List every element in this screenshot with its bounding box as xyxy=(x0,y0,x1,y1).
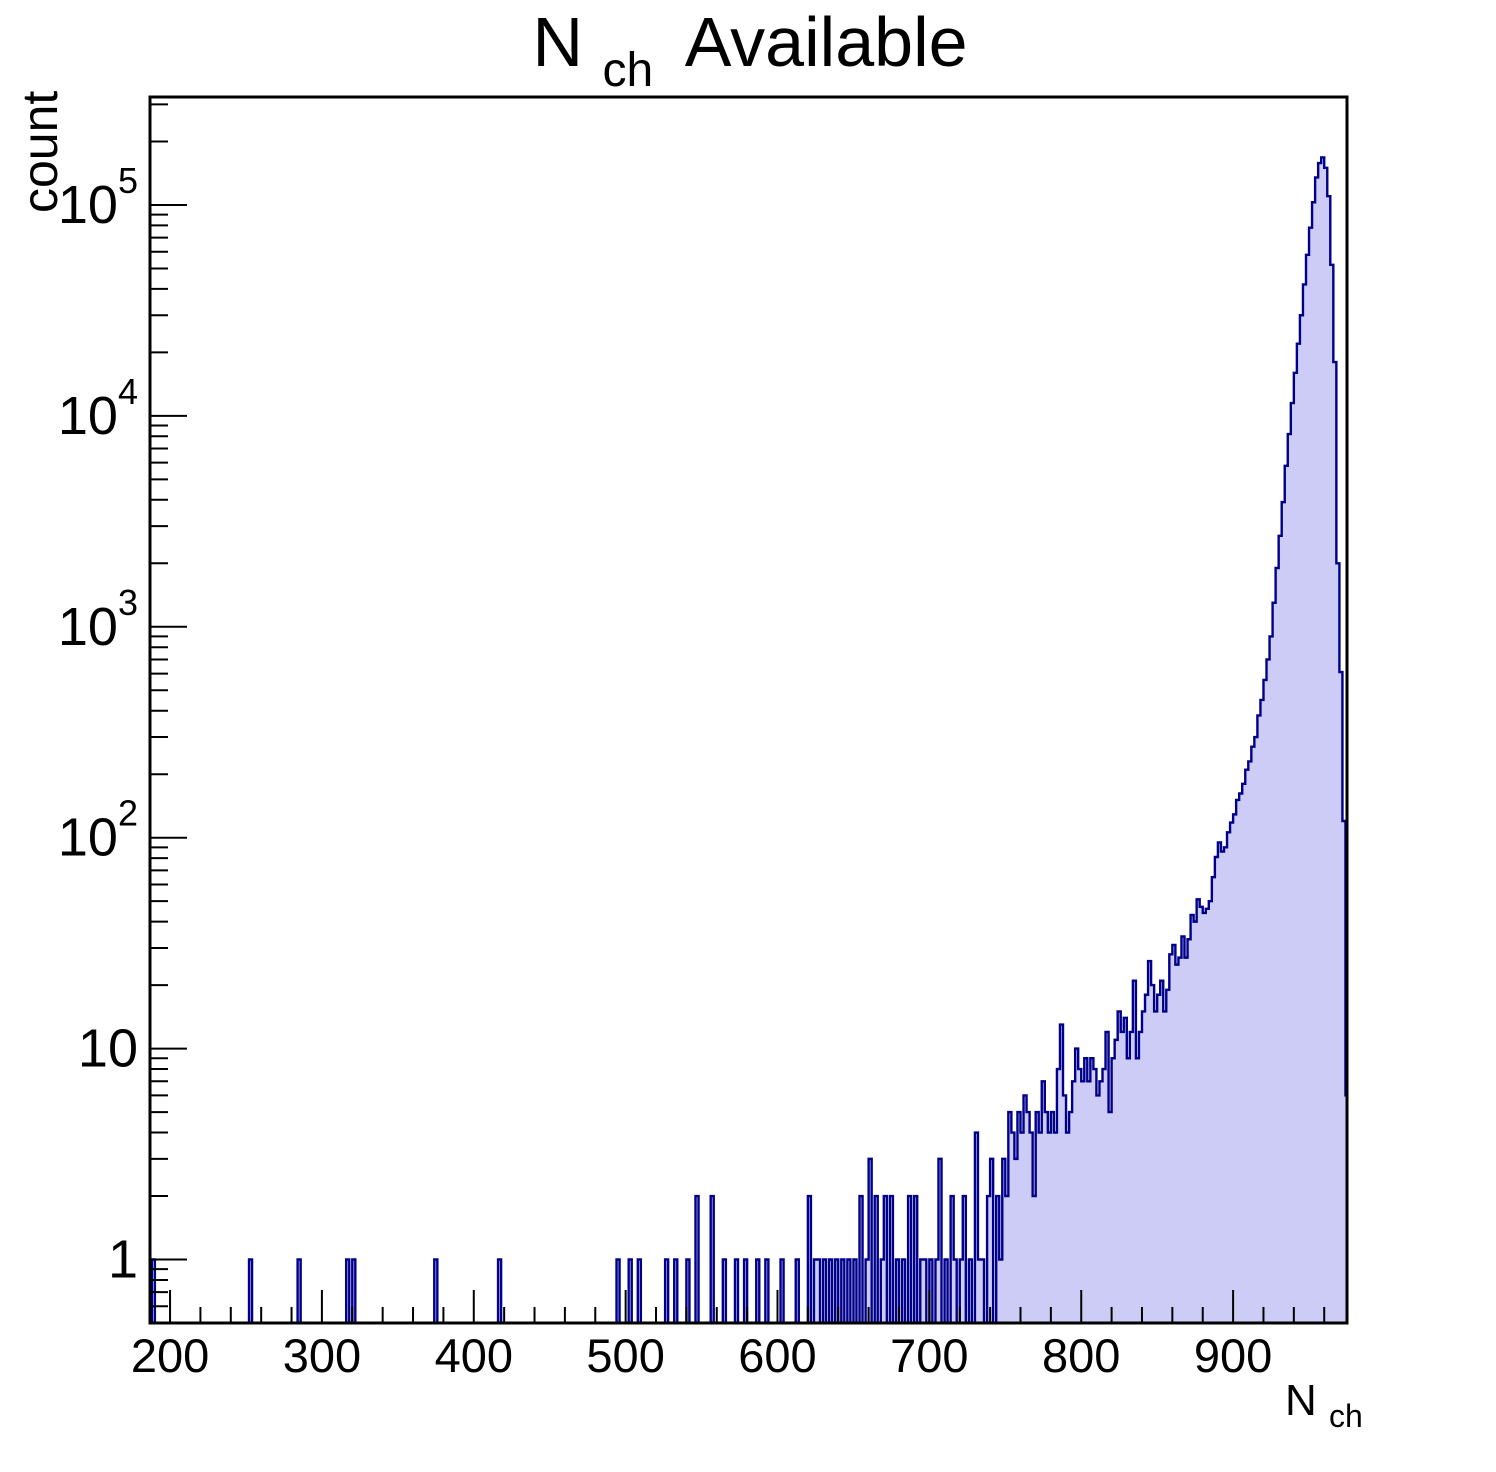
x-tick-label: 600 xyxy=(738,1329,816,1382)
y-tick-label: 102 xyxy=(58,793,138,868)
axis-ticks xyxy=(150,103,1326,1323)
y-tick-base: 10 xyxy=(78,1019,138,1079)
plot-frame xyxy=(148,95,1349,1325)
chart-title-subscript: ch xyxy=(602,44,653,97)
x-tick-label: 900 xyxy=(1194,1329,1272,1382)
x-axis-title: N ch xyxy=(1285,1376,1363,1434)
chart-title: N ch Available xyxy=(532,3,967,101)
x-axis-title-base: N xyxy=(1285,1376,1317,1425)
y-tick-exponent: 4 xyxy=(118,371,138,412)
x-tick-label: 400 xyxy=(435,1329,513,1382)
x-tick-label: 800 xyxy=(1042,1329,1120,1382)
y-tick-exponent: 3 xyxy=(118,582,138,623)
histogram-outline xyxy=(150,156,1347,1323)
chart-title-base: N xyxy=(532,3,583,81)
y-tick-label: 10 xyxy=(78,1019,138,1079)
y-tick-exponent: 2 xyxy=(118,793,138,834)
y-tick-base: 10 xyxy=(58,386,118,446)
chart-title-rest: Available xyxy=(685,3,968,81)
x-tick-label: 700 xyxy=(890,1329,968,1382)
y-tick-label: 1 xyxy=(108,1230,138,1290)
x-tick-label: 500 xyxy=(586,1329,664,1382)
y-tick-base: 10 xyxy=(58,175,118,235)
y-tick-base: 1 xyxy=(108,1230,138,1290)
x-tick-label: 200 xyxy=(131,1329,209,1382)
y-tick-base: 10 xyxy=(58,597,118,657)
histogram-series xyxy=(150,156,1347,1323)
y-tick-label: 105 xyxy=(58,160,138,235)
y-tick-base: 10 xyxy=(58,808,118,868)
y-axis-title: count xyxy=(12,91,68,213)
y-tick-label: 103 xyxy=(58,582,138,657)
x-tick-label: 300 xyxy=(283,1329,361,1382)
y-tick-label: 104 xyxy=(58,371,138,446)
x-axis-title-subscript: ch xyxy=(1329,1398,1363,1434)
x-tick-labels: 200 300 400 500 600 700 800 900 xyxy=(131,1329,1272,1382)
y-tick-exponent: 5 xyxy=(118,160,138,201)
